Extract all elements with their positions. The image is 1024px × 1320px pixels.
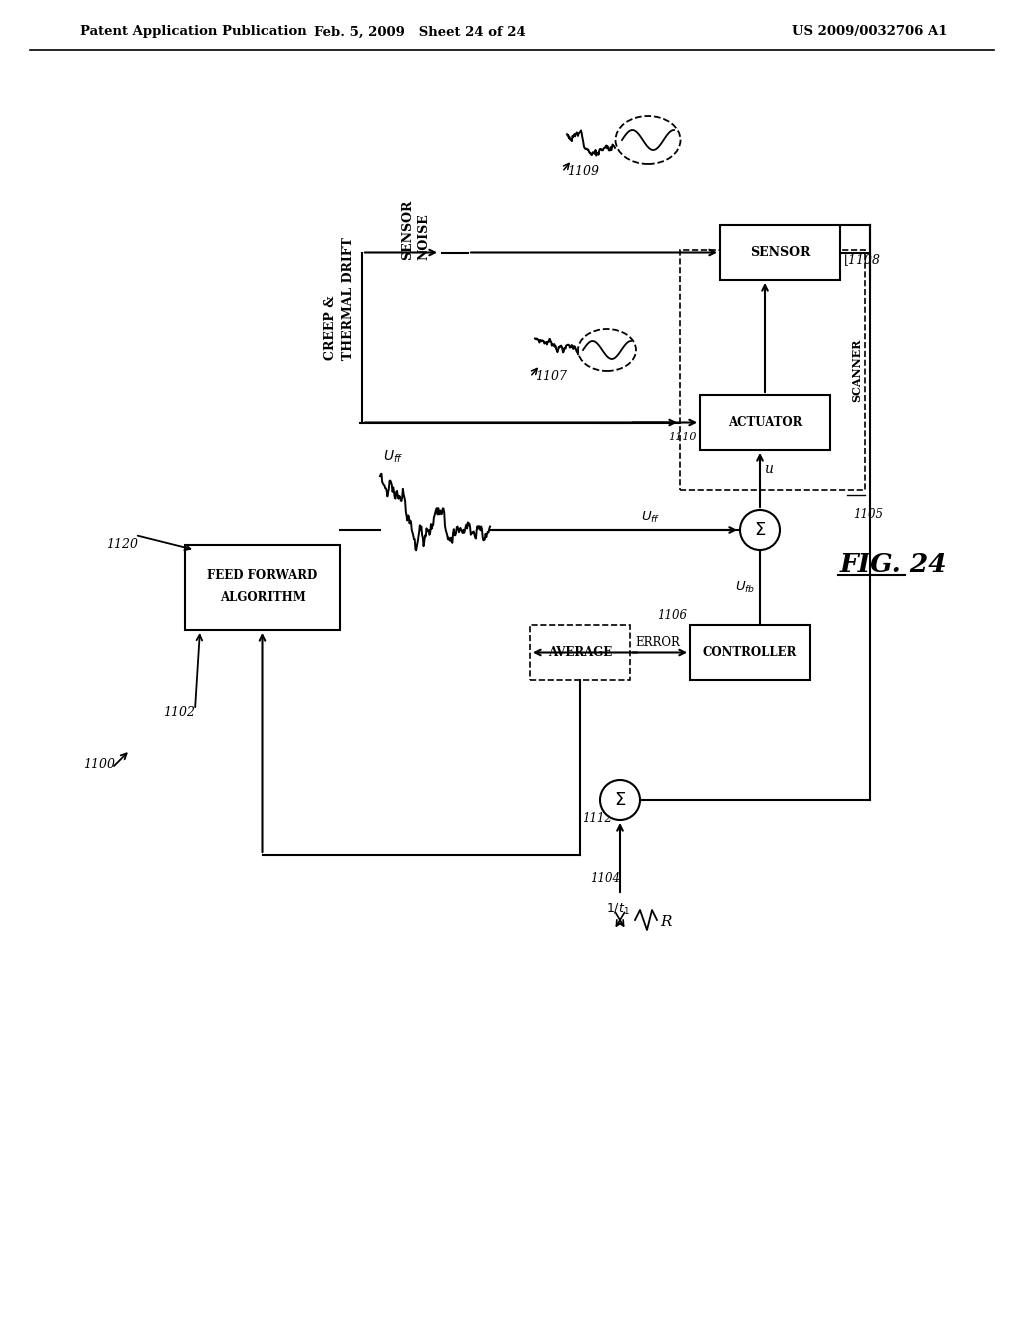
Text: ERROR: ERROR (635, 635, 680, 648)
Text: 1106: 1106 (657, 609, 687, 622)
Text: NOISE: NOISE (418, 214, 430, 260)
Text: $\Sigma$: $\Sigma$ (754, 521, 766, 539)
Text: 1109: 1109 (567, 165, 599, 178)
Text: AVERAGE: AVERAGE (548, 645, 612, 659)
Ellipse shape (615, 116, 681, 164)
Text: R: R (660, 915, 672, 929)
Ellipse shape (578, 329, 636, 371)
Text: $\lfloor$1108: $\lfloor$1108 (843, 252, 882, 268)
Text: Feb. 5, 2009   Sheet 24 of 24: Feb. 5, 2009 Sheet 24 of 24 (314, 25, 526, 38)
Bar (690, 624, 810, 680)
Text: SENSOR: SENSOR (750, 246, 810, 259)
Bar (700, 395, 830, 450)
Text: 1102: 1102 (163, 705, 195, 718)
Text: u: u (764, 462, 773, 477)
Text: 1105: 1105 (853, 508, 883, 521)
Text: $U_{ff}$: $U_{ff}$ (383, 449, 403, 465)
Text: CREEP &: CREEP & (324, 296, 337, 360)
Text: 1120: 1120 (106, 539, 138, 552)
Text: CONTROLLER: CONTROLLER (702, 645, 798, 659)
Text: 1104: 1104 (590, 873, 620, 884)
Text: ALGORITHM: ALGORITHM (219, 591, 305, 605)
Circle shape (740, 510, 780, 550)
Text: THERMAL DRIFT: THERMAL DRIFT (341, 238, 354, 360)
Text: SCANNER: SCANNER (852, 338, 862, 401)
Circle shape (600, 780, 640, 820)
Text: FEED FORWARD: FEED FORWARD (208, 569, 317, 582)
Text: US 2009/0032706 A1: US 2009/0032706 A1 (793, 25, 948, 38)
Text: $U_{fb}$: $U_{fb}$ (734, 579, 755, 595)
Bar (680, 249, 865, 490)
Bar (530, 624, 630, 680)
Text: SENSOR: SENSOR (401, 199, 415, 260)
Text: $\Sigma$: $\Sigma$ (613, 791, 626, 809)
Text: 1107: 1107 (535, 370, 567, 383)
Text: 1112: 1112 (582, 812, 612, 825)
Bar (185, 545, 340, 630)
Text: FIG. 24: FIG. 24 (840, 553, 947, 578)
Text: $1/t_1$: $1/t_1$ (606, 902, 630, 917)
Text: Patent Application Publication: Patent Application Publication (80, 25, 307, 38)
Text: 1110: 1110 (669, 432, 697, 442)
Text: ACTUATOR: ACTUATOR (728, 416, 802, 429)
Text: $U_{ff}$: $U_{ff}$ (641, 510, 660, 525)
Bar (720, 224, 840, 280)
Text: 1100: 1100 (83, 759, 115, 771)
